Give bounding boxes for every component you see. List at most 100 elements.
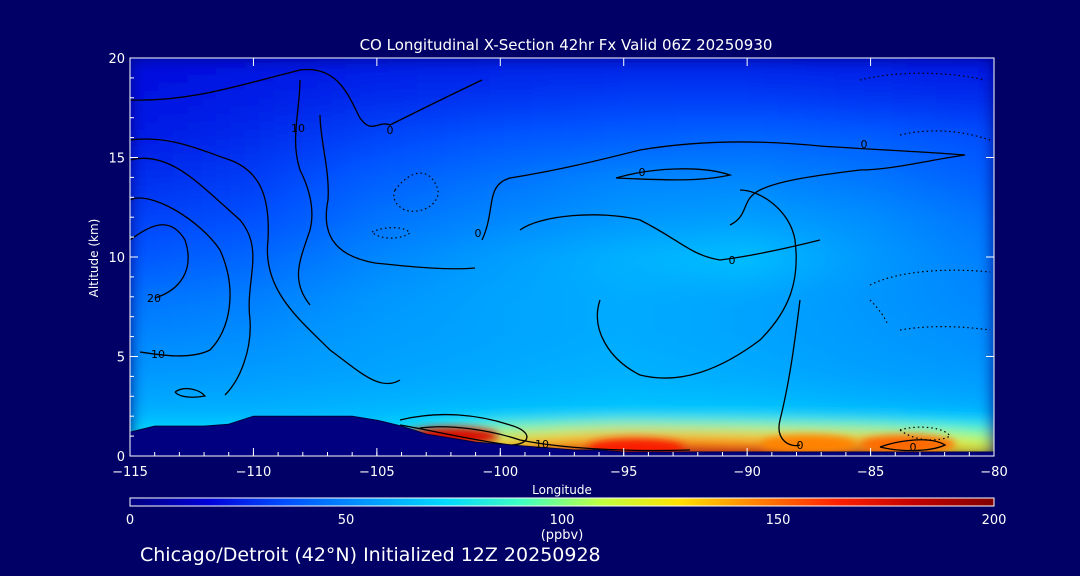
field-cell — [806, 232, 822, 242]
field-cell — [935, 272, 952, 282]
field-cell — [489, 352, 505, 361]
field-cell — [446, 304, 462, 314]
field-cell — [835, 264, 851, 274]
field-cell — [676, 160, 693, 170]
field-cell — [475, 65, 491, 75]
field-cell — [143, 336, 160, 346]
field-cell — [662, 137, 678, 147]
field-cell — [359, 113, 376, 123]
field-cell — [676, 97, 693, 107]
field-cell — [863, 113, 880, 123]
field-cell — [503, 415, 520, 425]
field-cell — [719, 113, 736, 123]
field-cell — [316, 160, 333, 170]
field-cell — [143, 344, 160, 354]
field-cell — [979, 240, 994, 250]
field-cell — [835, 200, 851, 210]
field-cell — [130, 145, 145, 155]
field-cell — [130, 312, 145, 322]
field-cell — [647, 113, 664, 123]
field-cell — [431, 240, 448, 250]
field-cell — [446, 192, 462, 202]
field-cell — [431, 312, 448, 322]
field-cell — [907, 344, 923, 354]
field-cell — [403, 296, 419, 306]
field-cell — [388, 248, 405, 258]
field-cell — [979, 344, 994, 354]
field-cell — [130, 328, 145, 338]
field-cell — [561, 73, 577, 83]
field-cell — [532, 129, 549, 139]
x-tick-label: −85 — [857, 465, 884, 480]
field-cell — [590, 145, 606, 155]
field-cell — [547, 431, 563, 441]
field-cell — [921, 415, 937, 425]
field-cell — [489, 81, 505, 91]
field-cell — [532, 391, 549, 401]
field-cell — [662, 153, 678, 162]
field-cell — [806, 65, 822, 75]
field-cell — [791, 224, 808, 234]
field-cell — [230, 129, 246, 139]
field-cell — [763, 391, 779, 401]
field-cell — [331, 97, 347, 107]
field-cell — [907, 423, 923, 433]
field-cell — [446, 81, 462, 91]
field-cell — [748, 280, 765, 290]
field-cell — [763, 320, 779, 330]
field-cell — [403, 304, 419, 314]
field-cell — [460, 200, 477, 210]
field-cell — [446, 113, 462, 123]
field-cell — [964, 272, 981, 282]
field-cell — [302, 176, 318, 186]
field-cell — [518, 280, 534, 290]
field-cell — [921, 296, 937, 306]
field-cell — [230, 320, 246, 330]
field-cell — [575, 240, 592, 250]
field-cell — [921, 328, 937, 338]
field-cell — [259, 160, 275, 170]
field-cell — [532, 328, 549, 338]
y-tick-label: 5 — [117, 351, 125, 366]
field-cell — [604, 431, 621, 441]
field-cell — [935, 280, 952, 290]
field-cell — [763, 256, 779, 266]
field-cell — [331, 208, 347, 218]
field-cell — [892, 153, 909, 162]
field-cell — [964, 336, 981, 346]
field-cell — [763, 328, 779, 338]
field-cell — [719, 97, 736, 107]
field-cell — [705, 256, 721, 266]
field-cell — [547, 121, 563, 131]
field-cell — [273, 375, 289, 385]
field-cell — [633, 328, 649, 338]
field-cell — [935, 240, 952, 250]
field-cell — [662, 184, 678, 194]
field-cell — [921, 352, 937, 361]
field-cell — [734, 375, 750, 385]
field-cell — [215, 208, 232, 218]
field-cell — [374, 160, 390, 170]
field-cell — [935, 97, 952, 107]
field-cell — [863, 240, 880, 250]
field-cell — [359, 65, 376, 75]
field-cell — [604, 367, 621, 377]
field-cell — [964, 89, 981, 99]
field-cell — [734, 145, 750, 155]
field-cell — [791, 113, 808, 123]
field-cell — [388, 280, 405, 290]
field-cell — [633, 272, 649, 282]
field-cell — [187, 65, 203, 75]
field-cell — [201, 336, 217, 346]
field-cell — [849, 248, 865, 258]
field-cell — [633, 89, 649, 99]
field-cell — [489, 328, 505, 338]
field-cell — [431, 129, 448, 139]
field-cell — [388, 160, 405, 170]
field-cell — [518, 407, 534, 417]
field-cell — [143, 160, 160, 170]
field-cell — [201, 391, 217, 401]
field-cell — [547, 367, 563, 377]
field-cell — [532, 431, 549, 441]
field-cell — [691, 81, 707, 91]
